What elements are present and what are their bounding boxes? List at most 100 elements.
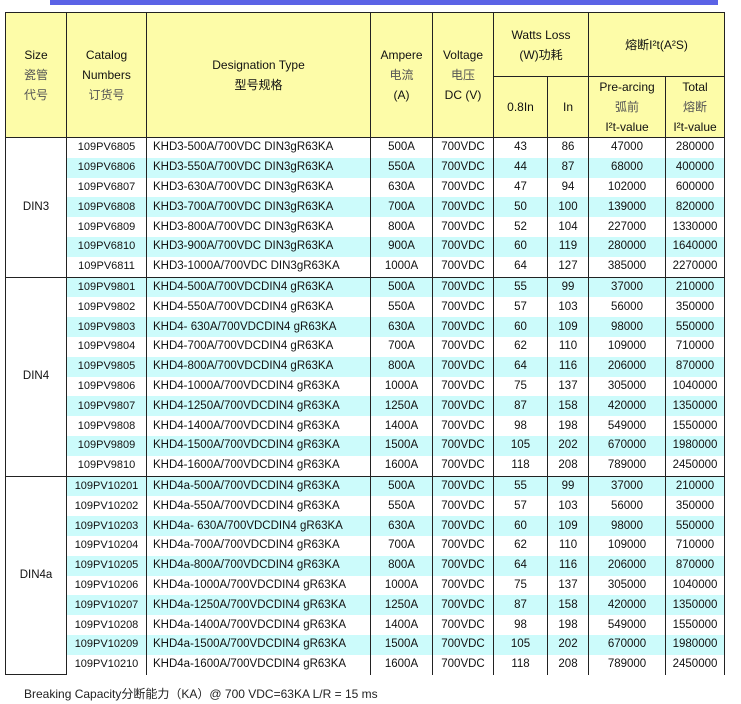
ampere-cell: 1600A	[370, 654, 433, 675]
total-cell: 1980000	[664, 435, 726, 456]
catalog-cell: 109PV10209	[66, 634, 147, 655]
table-row: DIN4a 109PV10201 KHD4a-500A/700VDCDIN4 gR6…	[5, 475, 726, 676]
header-voltage: Voltage 电压 DC (V)	[432, 12, 494, 138]
designation-cell: KHD4a- 630A/700VDCDIN4 gR63KA	[146, 516, 371, 536]
w08-cell: 62	[493, 535, 548, 556]
pre-cell: 789000	[588, 455, 666, 477]
w08-cell: 60	[493, 317, 548, 337]
total-cell: 710000	[664, 336, 726, 357]
table-row: 109PV6808 KHD3-700A/700VDC DIN3gR63KA 700A…	[6, 197, 726, 218]
win-cell: 99	[547, 276, 589, 298]
designation-cell: KHD4-1000A/700VDCDIN4 gR63KA	[146, 376, 371, 397]
win-cell: 109	[547, 516, 589, 536]
w08-cell: 52	[493, 217, 548, 237]
table-row: 109PV9803 KHD4- 630A/700VDCDIN4 gR63KA 630…	[6, 317, 726, 337]
table-row: 109PV6807 KHD3-630A/700VDC DIN3gR63KA 630A…	[6, 177, 726, 198]
pre-cell: 37000	[588, 276, 666, 298]
designation-cell: KHD4-500A/700VDCDIN4 gR63KA	[146, 276, 371, 298]
win-cell: 94	[547, 177, 589, 198]
table-row: 109PV10205 KHD4a-800A/700VDCDIN4 gR63KA 80…	[6, 555, 726, 576]
pre-cell: 98000	[588, 516, 666, 536]
table-row: 109PV9808 KHD4-1400A/700VDCDIN4 gR63KA 140…	[6, 416, 726, 436]
pre-cell: 37000	[588, 475, 666, 497]
designation-cell: KHD4-1500A/700VDCDIN4 gR63KA	[146, 435, 371, 456]
pre-cell: 206000	[588, 356, 666, 377]
designation-cell: KHD3-500A/700VDC DIN3gR63KA	[146, 136, 371, 158]
designation-cell: KHD4a-1500A/700VDCDIN4 gR63KA	[146, 634, 371, 655]
win-cell: 104	[547, 217, 589, 237]
pre-cell: 227000	[588, 217, 666, 237]
catalog-cell: 109PV10207	[66, 595, 147, 616]
win-cell: 158	[547, 595, 589, 616]
catalog-cell: 109PV10203	[66, 516, 147, 536]
total-cell: 1040000	[664, 376, 726, 397]
header-watts-loss: Watts Loss (W)功耗	[493, 12, 589, 77]
total-cell: 350000	[664, 496, 726, 517]
total-cell: 710000	[664, 535, 726, 556]
w08-cell: 44	[493, 157, 548, 178]
voltage-cell: 700VDC	[432, 496, 494, 517]
voltage-cell: 700VDC	[432, 475, 494, 497]
win-cell: 198	[547, 416, 589, 436]
pre-cell: 385000	[588, 256, 666, 278]
table-row: 109PV10202 KHD4a-550A/700VDCDIN4 gR63KA 55…	[6, 496, 726, 517]
w08-cell: 87	[493, 396, 548, 417]
w08-cell: 64	[493, 356, 548, 377]
total-cell: 2450000	[664, 654, 726, 675]
win-cell: 103	[547, 496, 589, 517]
total-cell: 870000	[664, 555, 726, 576]
fuse-spec-table: Size 瓷管 代号 Catalog Numbers 订货号 Designation T…	[5, 12, 726, 676]
table-row: 109PV10204 KHD4a-700A/700VDCDIN4 gR63KA 70…	[6, 535, 726, 556]
pre-cell: 305000	[588, 376, 666, 397]
table-row: 109PV10203 KHD4a- 630A/700VDCDIN4 gR63KA 6…	[6, 516, 726, 536]
voltage-cell: 700VDC	[432, 376, 494, 397]
pre-cell: 670000	[588, 435, 666, 456]
designation-cell: KHD4a-550A/700VDCDIN4 gR63KA	[146, 496, 371, 517]
pre-cell: 206000	[588, 555, 666, 576]
table-row: 109PV9807 KHD4-1250A/700VDCDIN4 gR63KA 125…	[6, 396, 726, 417]
table-row: 109PV6806 KHD3-550A/700VDC DIN3gR63KA 550A…	[6, 157, 726, 178]
win-cell: 110	[547, 336, 589, 357]
ampere-cell: 630A	[370, 177, 433, 198]
voltage-cell: 700VDC	[432, 555, 494, 576]
ampere-cell: 1000A	[370, 376, 433, 397]
pre-cell: 670000	[588, 634, 666, 655]
total-cell: 2450000	[664, 455, 726, 477]
catalog-cell: 109PV9808	[66, 416, 147, 436]
total-cell: 1980000	[664, 634, 726, 655]
voltage-cell: 700VDC	[432, 297, 494, 318]
voltage-cell: 700VDC	[432, 276, 494, 298]
ampere-cell: 1600A	[370, 455, 433, 477]
header-prearcing: Pre-arcing 弧前 I²t-value	[588, 76, 666, 138]
ampere-cell: 500A	[370, 136, 433, 158]
catalog-cell: 109PV9810	[66, 455, 147, 477]
designation-cell: KHD3-700A/700VDC DIN3gR63KA	[146, 197, 371, 218]
voltage-cell: 700VDC	[432, 177, 494, 198]
table-row: 109PV10209 KHD4a-1500A/700VDCDIN4 gR63KA 1…	[6, 634, 726, 655]
catalog-cell: 109PV9805	[66, 356, 147, 377]
win-cell: 116	[547, 356, 589, 377]
w08-cell: 43	[493, 136, 548, 158]
win-cell: 103	[547, 297, 589, 318]
catalog-cell: 109PV6805	[66, 136, 147, 158]
catalog-cell: 109PV9801	[66, 276, 147, 298]
catalog-cell: 109PV9803	[66, 317, 147, 337]
designation-cell: KHD4-1250A/700VDCDIN4 gR63KA	[146, 396, 371, 417]
designation-cell: KHD3-1000A/700VDC DIN3gR63KA	[146, 256, 371, 278]
total-cell: 1350000	[664, 595, 726, 616]
voltage-cell: 700VDC	[432, 197, 494, 218]
w08-cell: 75	[493, 376, 548, 397]
designation-cell: KHD3-550A/700VDC DIN3gR63KA	[146, 157, 371, 178]
pre-cell: 109000	[588, 336, 666, 357]
header-designation: Designation Type 型号规格	[146, 12, 371, 138]
voltage-cell: 700VDC	[432, 416, 494, 436]
catalog-cell: 109PV6809	[66, 217, 147, 237]
total-cell: 1330000	[664, 217, 726, 237]
ampere-cell: 500A	[370, 276, 433, 298]
total-cell: 210000	[664, 276, 726, 298]
pre-cell: 98000	[588, 317, 666, 337]
w08-cell: 98	[493, 615, 548, 635]
designation-cell: KHD4a-500A/700VDCDIN4 gR63KA	[146, 475, 371, 497]
designation-cell: KHD4a-1250A/700VDCDIN4 gR63KA	[146, 595, 371, 616]
total-cell: 280000	[664, 136, 726, 158]
